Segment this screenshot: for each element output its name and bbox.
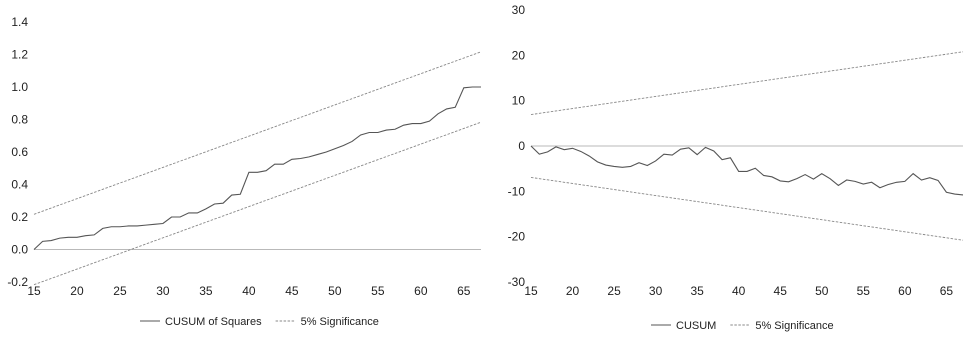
y-tick-label: 0 — [518, 139, 525, 153]
x-tick-label: 35 — [199, 284, 213, 298]
x-tick-label: 20 — [70, 284, 84, 298]
cusum-chart: -30 -20 -10 0 10 20 30 15 20 25 30 35 40 45 50 55 60 65 CU… — [508, 3, 964, 332]
y-tick-label: 10 — [512, 94, 526, 108]
x-tick-label: 25 — [113, 284, 127, 298]
y-tick-label: 0.4 — [11, 178, 28, 192]
x-tick-label: 55 — [371, 284, 385, 298]
x-tick-label: 15 — [524, 284, 538, 298]
y-tick-label: 1.0 — [11, 80, 28, 94]
x-tick-label: 30 — [156, 284, 170, 298]
y-tick-label: 30 — [512, 3, 526, 17]
y-tick-label: 20 — [512, 48, 526, 62]
significance-band-line — [530, 51, 964, 116]
x-tick-label: 50 — [328, 284, 342, 298]
x-tick-label: 35 — [690, 284, 704, 298]
x-tick-label: 45 — [774, 284, 788, 298]
y-tick-label: -0.2 — [7, 275, 28, 289]
y-tick-label: -10 — [508, 184, 526, 198]
y-tick-label: 1.2 — [11, 48, 28, 62]
significance-band-line — [33, 121, 482, 286]
legend-label: 5% Significance — [755, 320, 833, 332]
x-tick-label: 60 — [414, 284, 428, 298]
x-tick-label: 15 — [27, 284, 41, 298]
x-tick-label: 30 — [649, 284, 663, 298]
x-tick-label: 55 — [857, 284, 871, 298]
y-tick-label: 0.8 — [11, 113, 28, 127]
y-tick-label: 0.6 — [11, 145, 28, 159]
y-tick-label: 0.0 — [11, 243, 28, 257]
x-tick-label: 60 — [898, 284, 912, 298]
y-tick-label: 0.2 — [11, 210, 28, 224]
x-tick-label: 65 — [457, 284, 471, 298]
x-tick-label: 25 — [607, 284, 621, 298]
legend-label: CUSUM of Squares — [165, 316, 262, 328]
significance-band-line — [33, 51, 482, 215]
legend: CUSUM of Squares 5% Significance — [140, 316, 379, 328]
significance-band-line — [530, 176, 964, 241]
x-tick-label: 20 — [566, 284, 580, 298]
cusum-series-line — [530, 145, 964, 196]
legend: CUSUM 5% Significance — [651, 320, 834, 332]
y-tick-label: -20 — [508, 230, 526, 244]
x-tick-label: 40 — [732, 284, 746, 298]
x-tick-label: 45 — [285, 284, 299, 298]
cusum-series-line — [33, 86, 481, 250]
legend-label: CUSUM — [676, 320, 716, 332]
cusum-of-squares-chart: -0.2 0.0 0.2 0.4 0.6 0.8 1.0 1.2 1.4 15 20 25 30 35 40… — [7, 15, 482, 328]
x-tick-label: 50 — [815, 284, 829, 298]
legend-label: 5% Significance — [301, 316, 379, 328]
x-tick-label: 40 — [242, 284, 256, 298]
y-tick-label: -30 — [508, 275, 526, 289]
y-tick-label: 1.4 — [11, 15, 28, 29]
x-tick-label: 65 — [940, 284, 954, 298]
